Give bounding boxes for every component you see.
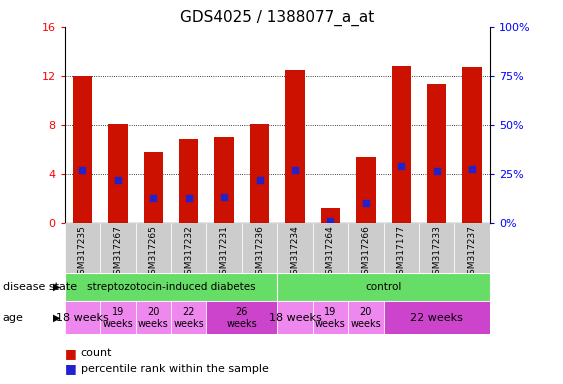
Text: 18 weeks: 18 weeks: [56, 313, 109, 323]
FancyBboxPatch shape: [278, 273, 490, 301]
Text: disease state: disease state: [3, 282, 77, 292]
Title: GDS4025 / 1388077_a_at: GDS4025 / 1388077_a_at: [180, 9, 374, 25]
Text: GSM317264: GSM317264: [326, 225, 335, 280]
FancyBboxPatch shape: [171, 223, 207, 273]
Text: 20
weeks: 20 weeks: [350, 307, 381, 329]
FancyBboxPatch shape: [419, 223, 454, 273]
Bar: [321, 208, 340, 223]
FancyBboxPatch shape: [65, 273, 278, 301]
FancyBboxPatch shape: [65, 223, 100, 273]
FancyBboxPatch shape: [454, 223, 490, 273]
Text: GSM317265: GSM317265: [149, 225, 158, 280]
FancyBboxPatch shape: [207, 301, 278, 334]
FancyBboxPatch shape: [100, 301, 136, 334]
Text: 18 weeks: 18 weeks: [269, 313, 321, 323]
Bar: [179, 139, 199, 223]
FancyBboxPatch shape: [312, 223, 348, 273]
Text: ■: ■: [65, 362, 77, 375]
Text: 22 weeks: 22 weeks: [410, 313, 463, 323]
FancyBboxPatch shape: [348, 223, 383, 273]
FancyBboxPatch shape: [383, 223, 419, 273]
Bar: [391, 66, 411, 223]
Text: GSM317237: GSM317237: [468, 225, 477, 280]
FancyBboxPatch shape: [242, 223, 278, 273]
Text: 19
weeks: 19 weeks: [315, 307, 346, 329]
Text: percentile rank within the sample: percentile rank within the sample: [81, 364, 269, 374]
Bar: [250, 124, 269, 223]
FancyBboxPatch shape: [278, 223, 312, 273]
Text: 19
weeks: 19 weeks: [102, 307, 133, 329]
FancyBboxPatch shape: [65, 301, 100, 334]
Text: 20
weeks: 20 weeks: [138, 307, 169, 329]
Bar: [108, 124, 128, 223]
Text: 22
weeks: 22 weeks: [173, 307, 204, 329]
Bar: [462, 67, 482, 223]
Text: GSM317266: GSM317266: [361, 225, 370, 280]
Text: ▶: ▶: [52, 282, 60, 292]
Text: control: control: [365, 282, 402, 292]
FancyBboxPatch shape: [136, 301, 171, 334]
Text: GSM317232: GSM317232: [184, 225, 193, 280]
FancyBboxPatch shape: [100, 223, 136, 273]
Bar: [356, 157, 376, 223]
Text: GSM317267: GSM317267: [113, 225, 122, 280]
Text: 26
weeks: 26 weeks: [226, 307, 257, 329]
Bar: [144, 152, 163, 223]
FancyBboxPatch shape: [278, 301, 312, 334]
FancyBboxPatch shape: [171, 301, 207, 334]
Bar: [427, 84, 446, 223]
Text: GSM317177: GSM317177: [397, 225, 406, 280]
Text: ▶: ▶: [52, 313, 60, 323]
Text: streptozotocin-induced diabetes: streptozotocin-induced diabetes: [87, 282, 256, 292]
Text: GSM317235: GSM317235: [78, 225, 87, 280]
FancyBboxPatch shape: [136, 223, 171, 273]
Text: GSM317236: GSM317236: [255, 225, 264, 280]
FancyBboxPatch shape: [207, 223, 242, 273]
Bar: [73, 76, 92, 223]
FancyBboxPatch shape: [312, 301, 348, 334]
Text: age: age: [3, 313, 24, 323]
FancyBboxPatch shape: [348, 301, 383, 334]
Text: GSM317233: GSM317233: [432, 225, 441, 280]
Text: GSM317231: GSM317231: [220, 225, 229, 280]
FancyBboxPatch shape: [383, 301, 490, 334]
Bar: [215, 137, 234, 223]
Text: ■: ■: [65, 347, 77, 360]
Bar: [285, 70, 305, 223]
Text: GSM317234: GSM317234: [291, 225, 300, 280]
Text: count: count: [81, 348, 112, 358]
